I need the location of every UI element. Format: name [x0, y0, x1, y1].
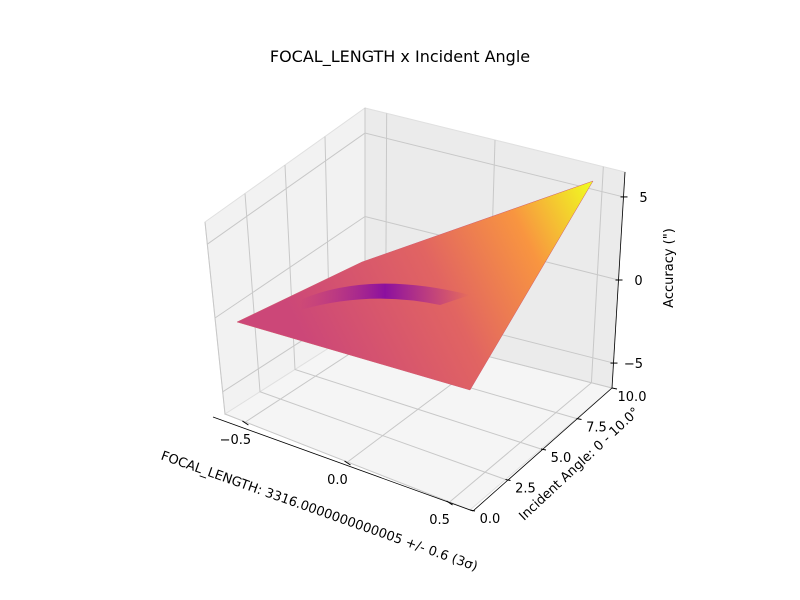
chart-title: FOCAL_LENGTH x Incident Angle — [269, 47, 531, 66]
y-grid-line — [244, 193, 506, 480]
y-grid-line — [284, 164, 542, 450]
y-tick-label: 0.0 — [480, 512, 501, 527]
y-tick-label: 7.5 — [586, 421, 607, 436]
x-tick-mark — [242, 420, 249, 426]
y-tick-label: 5.0 — [551, 451, 572, 466]
x-tick-mark — [344, 460, 351, 466]
x-ticks: −0.5 0.0 0.5 — [220, 420, 453, 528]
y-ticks: 0.0 2.5 5.0 7.5 10.0 — [469, 387, 647, 527]
y-tick-mark — [611, 387, 618, 390]
x-tick-label: 0.5 — [429, 513, 450, 528]
x-tick-label: 0.0 — [327, 473, 348, 488]
y-tick-label: 2.5 — [515, 482, 536, 497]
y-tick-mark — [576, 418, 582, 420]
x-axis-line — [212, 416, 474, 512]
y-tick-mark — [540, 448, 547, 451]
x-tick-label: −0.5 — [220, 433, 252, 448]
x-tick-mark — [446, 500, 453, 506]
z-ticks: −5 0 5 — [610, 191, 648, 372]
y-tick-mark — [469, 509, 476, 512]
z-grid-line — [207, 132, 624, 245]
z-tick-label: −5 — [624, 357, 643, 372]
z-tick-label: 0 — [634, 274, 642, 289]
y-tick-mark — [505, 479, 511, 481]
y-grid-line — [204, 221, 471, 511]
z-axis-label: Accuracy (") — [662, 228, 677, 308]
y-tick-label: 10.0 — [618, 390, 647, 405]
z-tick-label: 5 — [639, 191, 647, 206]
surface-dark-region — [300, 283, 470, 310]
